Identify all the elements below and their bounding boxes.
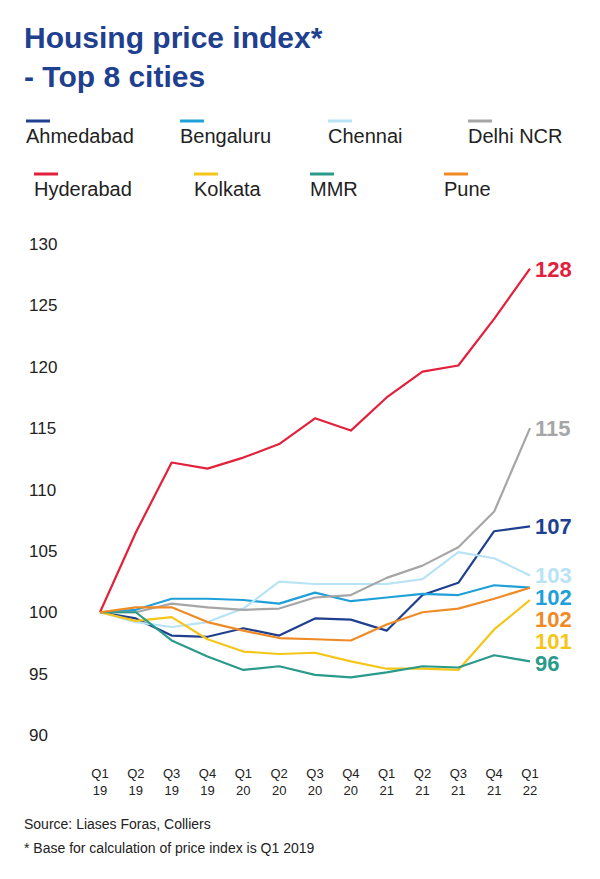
legend-label: Ahmedabad bbox=[26, 125, 134, 147]
x-tick-label: Q219 bbox=[127, 766, 144, 798]
y-tick-label: 90 bbox=[29, 726, 48, 745]
data-label: 128 bbox=[535, 257, 572, 282]
legend-label: Kolkata bbox=[194, 178, 262, 200]
series-line bbox=[100, 526, 530, 636]
series-line bbox=[100, 269, 530, 613]
series-line bbox=[100, 612, 530, 677]
series-line bbox=[100, 552, 530, 627]
legend-swatch bbox=[26, 120, 50, 123]
series-line bbox=[100, 428, 530, 612]
x-tick-label: Q120 bbox=[235, 766, 252, 798]
data-label: 115 bbox=[535, 416, 571, 441]
lines bbox=[100, 269, 530, 678]
x-tick-label: Q421 bbox=[485, 766, 502, 798]
y-tick-label: 130 bbox=[29, 235, 57, 254]
legend-swatch bbox=[310, 173, 334, 176]
y-tick-label: 120 bbox=[29, 358, 57, 377]
series-line bbox=[100, 588, 530, 641]
y-tick-label: 125 bbox=[29, 296, 57, 315]
x-axis: Q119 Q219 Q319 Q419 Q120 Q220 Q320 Q420 Q121 Q221… bbox=[91, 766, 538, 798]
y-tick-label: 100 bbox=[29, 603, 57, 622]
chart: Housing price index* - Top 8 cities Ahmeda… bbox=[0, 0, 600, 879]
x-tick-label: Q420 bbox=[342, 766, 359, 798]
legend-swatch bbox=[328, 120, 352, 123]
legend-label: Delhi NCR bbox=[468, 125, 562, 147]
legend-swatch bbox=[468, 120, 492, 123]
x-tick-label: Q122 bbox=[521, 766, 538, 798]
annotation: Source: Liases Foras, Colliers bbox=[24, 816, 211, 832]
x-tick-label: Q221 bbox=[414, 766, 431, 798]
data-label: 107 bbox=[535, 514, 572, 539]
y-tick-label: 105 bbox=[29, 542, 57, 561]
legend: Ahmedabad Bengaluru Chennai Delhi NCR Hydera… bbox=[26, 121, 562, 200]
legend-label: Hyderabad bbox=[34, 178, 132, 200]
annotation: * Base for calculation of price index is… bbox=[24, 840, 314, 856]
x-tick-label: Q119 bbox=[91, 766, 108, 798]
background bbox=[0, 0, 600, 879]
data-label: 96 bbox=[535, 651, 559, 676]
x-tick-label: Q319 bbox=[163, 766, 180, 798]
legend-swatch bbox=[34, 173, 58, 176]
title: Housing price index* bbox=[24, 21, 323, 54]
legend-label: MMR bbox=[310, 178, 358, 200]
x-tick-label: Q321 bbox=[450, 766, 467, 798]
x-tick-label: Q320 bbox=[306, 766, 323, 798]
x-tick-label: Q121 bbox=[378, 766, 395, 798]
x-tick-label: Q419 bbox=[199, 766, 216, 798]
legend-label: Bengaluru bbox=[180, 125, 271, 147]
y-tick-label: 110 bbox=[29, 481, 56, 500]
y-tick-label: 115 bbox=[29, 419, 56, 438]
legend-label: Chennai bbox=[328, 125, 403, 147]
legend-swatch bbox=[194, 173, 218, 176]
data-labels: 12811510710310210210196 bbox=[535, 257, 572, 677]
y-tick-label: 95 bbox=[29, 665, 48, 684]
x-tick-label: Q220 bbox=[270, 766, 287, 798]
legend-label: Pune bbox=[444, 178, 491, 200]
y-axis: 90 95 100 105 110 115 120 125 130 bbox=[29, 235, 57, 745]
subtitle: - Top 8 cities bbox=[24, 60, 205, 93]
legend-swatch bbox=[180, 120, 204, 123]
legend-swatch bbox=[444, 173, 468, 176]
